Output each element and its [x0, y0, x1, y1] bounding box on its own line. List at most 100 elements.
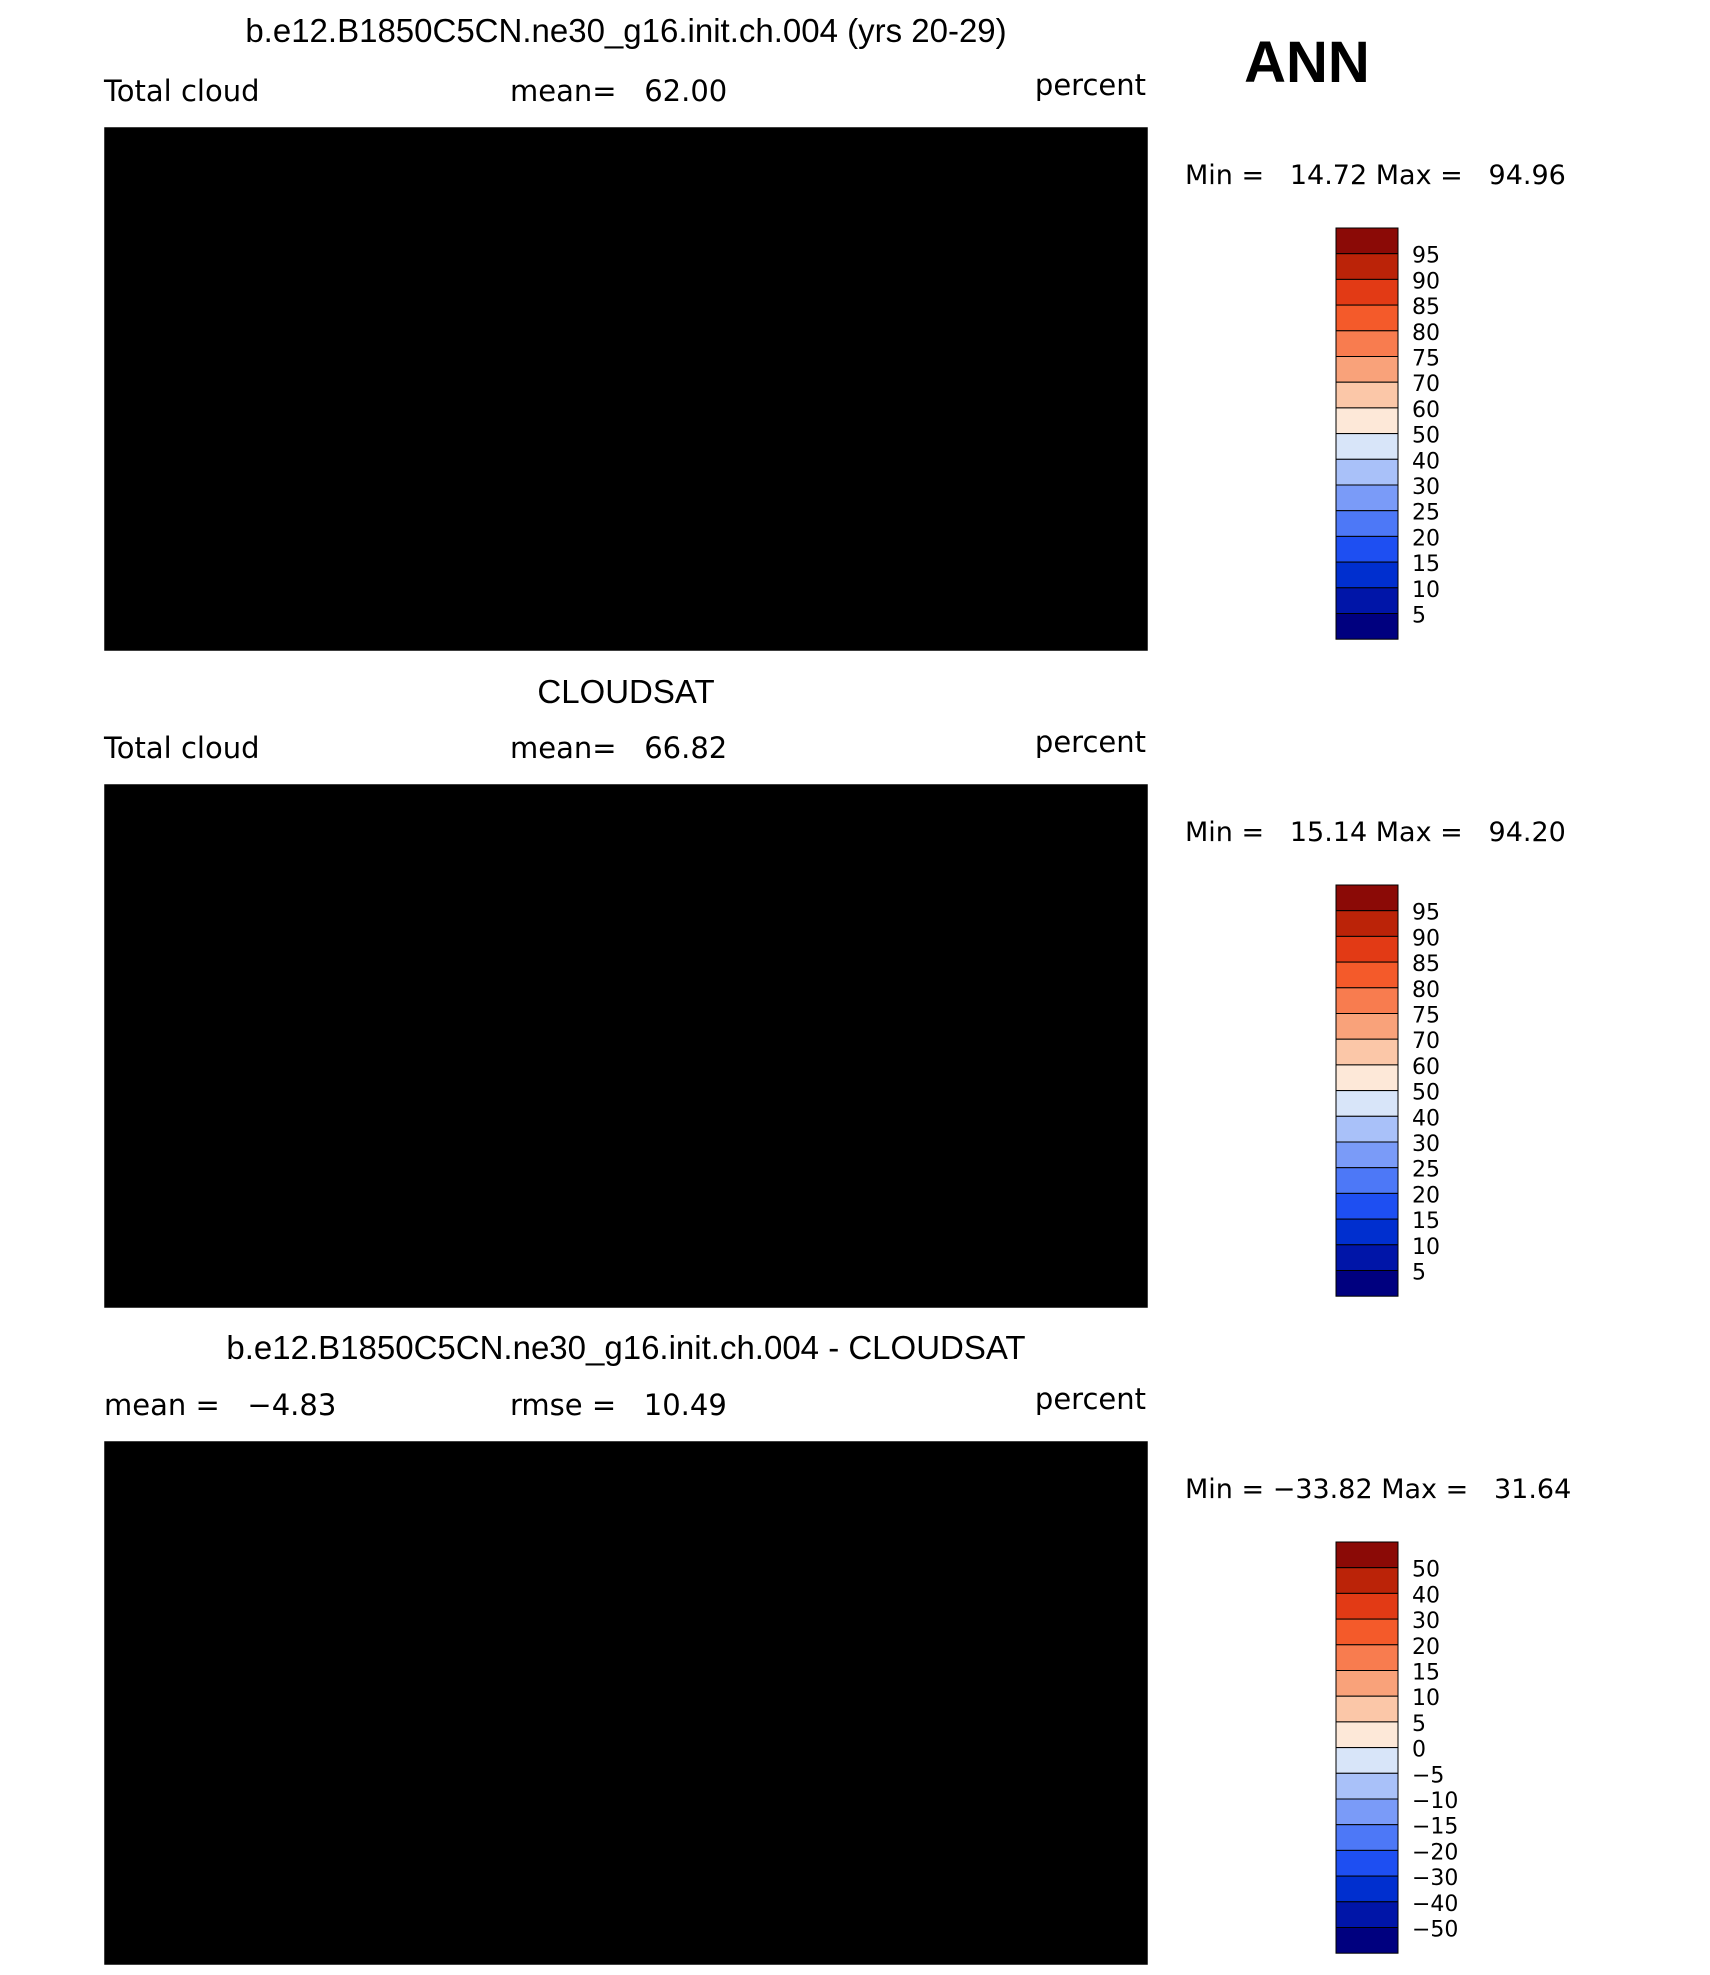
- colorbar-swatch: [1335, 330, 1399, 357]
- colorbar-label: 30: [1412, 1132, 1440, 1157]
- colorbar-label: 50: [1412, 424, 1440, 449]
- colorbar-label: 80: [1412, 321, 1440, 346]
- panel-mean: rmse = 10.49: [510, 1388, 727, 1422]
- colorbar-swatch: [1335, 1592, 1399, 1620]
- colorbar-swatch: [1335, 613, 1399, 640]
- colorbar-swatch: [1335, 910, 1399, 937]
- colorbar-swatch: [1335, 1772, 1399, 1800]
- colorbar-swatch: [1335, 1244, 1399, 1272]
- panel-minmax: Min = 15.14 Max = 94.20: [1185, 817, 1566, 848]
- panel-minmax: Min = −33.82 Max = 31.64: [1185, 1474, 1571, 1505]
- panel-variable: mean = −4.83: [104, 1388, 336, 1422]
- colorbar-swatch: [1335, 458, 1399, 486]
- colorbar-swatch: [1335, 1064, 1399, 1092]
- panel-mean: mean= 66.82: [510, 731, 727, 765]
- colorbar-swatch: [1335, 1927, 1399, 1954]
- colorbar-label: 30: [1412, 475, 1440, 500]
- colorbar-label: 40: [1412, 1106, 1440, 1131]
- colorbar-swatch: [1335, 1721, 1399, 1749]
- season-label: ANN: [1244, 30, 1370, 95]
- colorbar-label: 50: [1412, 1081, 1440, 1106]
- colorbar-label: −10: [1412, 1789, 1458, 1814]
- colorbar-label: 5: [1412, 1261, 1426, 1286]
- colorbar-swatch: [1335, 961, 1399, 989]
- colorbar-label: 0: [1412, 1738, 1426, 1763]
- colorbar-swatch: [1335, 535, 1399, 563]
- colorbar-label: 25: [1412, 501, 1440, 526]
- colorbar-swatch: [1335, 1038, 1399, 1066]
- colorbar-swatch: [1335, 1218, 1399, 1246]
- colorbar-label: 5: [1412, 604, 1426, 629]
- colorbar-swatch: [1335, 1670, 1399, 1697]
- colorbar-swatch: [1335, 1901, 1399, 1929]
- colorbar-swatch: [1335, 1270, 1399, 1297]
- colorbar-label: 15: [1412, 1661, 1440, 1686]
- colorbar-label: 85: [1412, 295, 1440, 320]
- colorbar-label: 90: [1412, 269, 1440, 294]
- colorbar-label: 40: [1412, 1583, 1440, 1608]
- colorbar-swatch: [1335, 510, 1399, 537]
- colorbar-swatch: [1335, 1567, 1399, 1594]
- panel-title: b.e12.B1850C5CN.ne30_g16.init.ch.004 - C…: [226, 1329, 1025, 1366]
- colorbar-label: −30: [1412, 1866, 1458, 1891]
- colorbar-label: 90: [1412, 926, 1440, 951]
- coastlines: [126, 1463, 1137, 1938]
- panel-variable: Total cloud: [103, 731, 259, 765]
- panel-2: CLOUDSAT Total cloud mean= 66.82 percent Min…: [103, 673, 1566, 1308]
- panel-1: b.e12.B1850C5CN.ne30_g16.init.ch.004 (yr…: [103, 12, 1566, 651]
- panel-units: percent: [1035, 725, 1146, 759]
- map-frame: [104, 784, 1148, 1308]
- colorbar-swatch: [1335, 1090, 1399, 1117]
- panel-units: percent: [1035, 1382, 1146, 1416]
- colorbar-label: 10: [1412, 578, 1440, 603]
- panel-title: CLOUDSAT: [537, 673, 714, 710]
- colorbar-label: 75: [1412, 347, 1440, 372]
- colorbar-swatch: [1335, 356, 1399, 383]
- colorbar-swatch: [1335, 1747, 1399, 1774]
- colorbar-swatch: [1335, 1115, 1399, 1143]
- colorbar-label: 25: [1412, 1158, 1440, 1183]
- colorbar-label: −20: [1412, 1840, 1458, 1865]
- colorbar-label: 95: [1412, 901, 1440, 926]
- colorbar-label: 85: [1412, 952, 1440, 977]
- colorbar-label: 75: [1412, 1004, 1440, 1029]
- colorbar-swatch: [1335, 304, 1399, 332]
- colorbar-label: 80: [1412, 978, 1440, 1003]
- colorbar-label: 20: [1412, 526, 1440, 551]
- map-field: [105, 128, 1147, 650]
- colorbar-swatch: [1335, 935, 1399, 963]
- panel-3: b.e12.B1850C5CN.ne30_g16.init.ch.004 - C…: [104, 1329, 1571, 1965]
- colorbar-swatch: [1335, 1824, 1399, 1851]
- panel-minmax: Min = 14.72 Max = 94.96: [1185, 160, 1566, 191]
- colorbar-swatch: [1335, 587, 1399, 614]
- colorbar-label: 70: [1412, 372, 1440, 397]
- colorbar-label: 60: [1412, 398, 1440, 423]
- colorbar-label: 20: [1412, 1635, 1440, 1660]
- panel-mean: mean= 62.00: [510, 74, 727, 108]
- colorbar-label: 70: [1412, 1029, 1440, 1054]
- coastlines: [126, 806, 1137, 1281]
- colorbar-swatch: [1335, 407, 1399, 435]
- colorbar-label: 15: [1412, 552, 1440, 577]
- colorbar-label: 30: [1412, 1609, 1440, 1634]
- colorbar-swatch: [1335, 1798, 1399, 1826]
- colorbar-label: −15: [1412, 1815, 1458, 1840]
- colorbar-label: 40: [1412, 449, 1440, 474]
- colorbar-label: 10: [1412, 1686, 1440, 1711]
- colorbar-swatch: [1335, 1644, 1399, 1672]
- panel-variable: Total cloud: [103, 74, 259, 108]
- colorbar-label: 15: [1412, 1209, 1440, 1234]
- colorbar-swatch: [1335, 1618, 1399, 1646]
- colorbar-swatch: [1335, 278, 1399, 306]
- colorbar-swatch: [1335, 253, 1399, 280]
- map-frame: [104, 127, 1148, 651]
- colorbar-swatch: [1335, 1013, 1399, 1040]
- colorbar-swatch: [1335, 987, 1399, 1014]
- colorbar-label: 95: [1412, 244, 1440, 269]
- colorbar-label: 20: [1412, 1183, 1440, 1208]
- colorbar-swatch: [1335, 1192, 1399, 1220]
- colorbar-swatch: [1335, 484, 1399, 512]
